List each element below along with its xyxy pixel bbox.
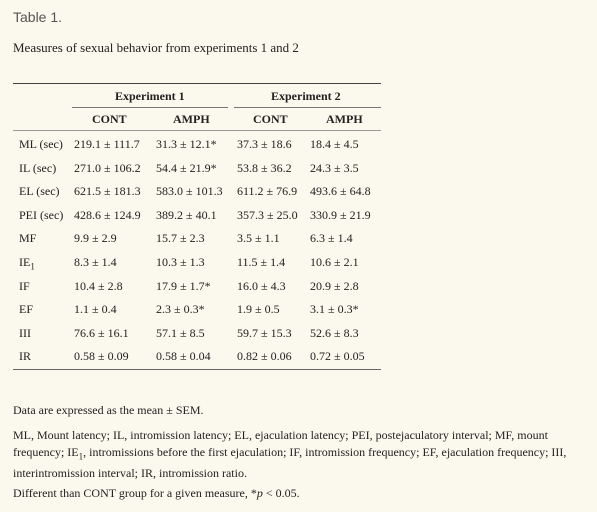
table-label: Table 1.: [13, 9, 63, 25]
experiment-2-underline: [234, 107, 381, 108]
row-value: 0.58 ± 0.04: [156, 349, 211, 364]
measure-label: IF: [19, 278, 30, 293]
row-value: 59.7 ± 15.3: [237, 325, 292, 340]
measure-label: ML (sec): [19, 137, 63, 151]
row-value: 8.3 ± 1.4: [74, 255, 117, 269]
row-measure: EF: [19, 302, 33, 317]
footnote-abbreviations: ML, Mount latency; IL, intromission late…: [13, 427, 583, 482]
experiment-1-underline: [72, 107, 228, 108]
row-value: 621.5 ± 181.3: [74, 184, 141, 199]
row-value: 330.9 ± 21.9: [310, 207, 371, 222]
row-value: 583.0 ± 101.3: [156, 184, 223, 199]
footnote-diff-part-b: < 0.05.: [262, 486, 300, 500]
row-value: 31.3 ± 12.1*: [156, 137, 217, 151]
row-value: 24.3 ± 3.5: [310, 160, 359, 175]
row-value: 389.2 ± 40.1: [156, 207, 217, 222]
row-value: 428.6 ± 124.9: [74, 207, 141, 222]
row-value: 3.1 ± 0.3*: [310, 302, 359, 317]
row-measure: ML (sec): [19, 137, 63, 152]
experiment-2-header: Experiment 2: [271, 89, 341, 103]
measure-label: PEI (sec): [19, 207, 64, 222]
row-value: 37.3 ± 18.6: [237, 137, 292, 151]
row-value: 1.9 ± 0.5: [237, 302, 280, 317]
measure-label: IE: [19, 255, 31, 269]
row-measure: IR: [19, 349, 31, 364]
table-bottom-rule: [13, 369, 381, 370]
measure-label: IL (sec): [19, 160, 57, 175]
row-value: 219.1 ± 111.7: [74, 137, 140, 151]
measure-subscript: 1: [30, 261, 35, 272]
row-value: 3.5 ± 1.1: [237, 231, 280, 246]
row-measure: PEI (sec): [19, 208, 63, 223]
row-measure: IL (sec): [19, 161, 56, 176]
row-value: 10.6 ± 2.1: [310, 255, 359, 269]
row-value: 493.6 ± 64.8: [310, 184, 371, 199]
row-value: 611.2 ± 76.9: [237, 184, 298, 199]
row-value: 271.0 ± 106.2: [74, 160, 141, 175]
row-measure: MF: [19, 231, 36, 246]
row-value: 15.7 ± 2.3: [156, 231, 205, 246]
row-value: 10.3 ± 1.3: [156, 255, 205, 269]
footnote-diff-part-a: Different than CONT group for a given me…: [13, 486, 257, 500]
column-header-cont-1: CONT: [92, 112, 127, 126]
measure-label: IR: [19, 349, 31, 364]
row-value: 9.9 ± 2.9: [74, 231, 117, 246]
footnote-abbrev-sub: 1: [78, 451, 84, 462]
row-value: 53.8 ± 36.2: [237, 160, 292, 175]
column-header-cont-2: CONT: [253, 112, 288, 126]
row-value: 16.0 ± 4.3: [237, 278, 286, 293]
table-top-rule: [13, 83, 381, 84]
row-value: 76.6 ± 16.1: [74, 325, 129, 340]
row-measure: EL (sec): [19, 184, 60, 199]
experiment-1-header: Experiment 1: [115, 89, 185, 103]
column-header-amph-2: AMPH: [326, 112, 363, 126]
row-value: 10.4 ± 2.8: [74, 278, 123, 293]
measure-label: EF: [19, 302, 34, 317]
row-value: 20.9 ± 2.8: [310, 278, 359, 293]
footnote-abbrev-part-a: ML, Mount latency; IL, intromission late…: [13, 428, 548, 459]
row-value: 57.1 ± 8.5: [156, 325, 205, 340]
row-value: 52.6 ± 8.3: [310, 325, 359, 340]
footnote-significance: Different than CONT group for a given me…: [13, 485, 583, 502]
row-value: 0.58 ± 0.09: [74, 349, 129, 364]
row-value: 1.1 ± 0.4: [74, 302, 117, 317]
column-header-amph-1: AMPH: [173, 112, 210, 126]
row-measure: IE1: [19, 255, 35, 271]
measure-label: MF: [19, 231, 37, 246]
row-value: 11.5 ± 1.4: [237, 255, 286, 269]
footnote-diff-p: p: [256, 486, 263, 500]
row-value: 2.3 ± 0.3*: [156, 302, 205, 317]
row-value: 357.3 ± 25.0: [237, 207, 298, 222]
footnote-abbrev-part-b: , intromissions before the first ejacula…: [13, 445, 567, 481]
table-caption: Measures of sexual behavior from experim…: [13, 40, 299, 55]
row-value: 17.9 ± 1.7*: [156, 278, 211, 293]
header-bottom-rule: [13, 130, 381, 131]
row-value: 54.4 ± 21.9*: [156, 160, 217, 175]
measure-label: EL (sec): [19, 184, 60, 199]
row-value: 18.4 ± 4.5: [310, 137, 359, 151]
measure-label: III: [19, 325, 31, 340]
row-measure: III: [19, 326, 31, 341]
footnote-mean: Data are expressed as the mean ± SEM.: [13, 403, 204, 417]
row-value: 0.72 ± 0.05: [310, 349, 365, 364]
row-value: 0.82 ± 0.06: [237, 349, 292, 364]
row-value: 6.3 ± 1.4: [310, 231, 353, 246]
row-measure: IF: [19, 279, 30, 294]
